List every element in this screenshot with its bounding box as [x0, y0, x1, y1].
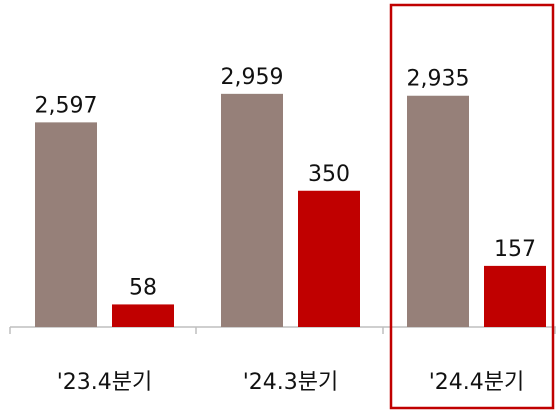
data-label: 2,959: [221, 65, 284, 90]
data-label: 350: [308, 162, 350, 187]
data-label: 58: [129, 275, 157, 300]
data-label: 2,935: [407, 67, 470, 92]
bar: [407, 95, 469, 327]
bar: [298, 190, 360, 327]
highlight-box: [389, 3, 555, 410]
x-tick-label: '24.3분기: [243, 370, 339, 395]
data-label: 157: [494, 237, 536, 262]
bar: [484, 265, 546, 327]
x-tick-label: '23.4분기: [57, 370, 153, 395]
x-tick-label: '24.4분기: [429, 370, 525, 395]
bar: [221, 93, 283, 327]
bar: [112, 304, 174, 327]
data-label: 2,597: [35, 93, 98, 118]
bar: [35, 122, 97, 327]
